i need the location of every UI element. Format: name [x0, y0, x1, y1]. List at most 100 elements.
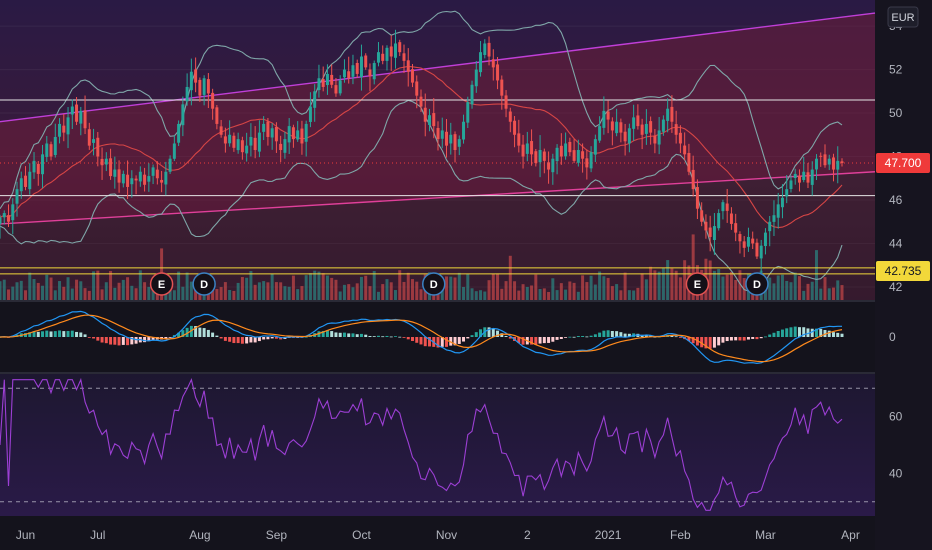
- candle-body: [649, 121, 653, 133]
- candle-body: [270, 128, 274, 138]
- volume-bar: [308, 273, 312, 300]
- volume-bar: [381, 284, 385, 300]
- volume-bar: [92, 271, 96, 300]
- volume-bar: [832, 287, 835, 300]
- volume-bar: [19, 280, 23, 300]
- volume-bar: [623, 272, 627, 300]
- macd-histogram-bar: [215, 335, 219, 337]
- candle-body: [287, 126, 291, 143]
- volume-bar: [189, 281, 193, 300]
- event-badge-d[interactable]: D: [192, 272, 216, 296]
- volume-bar: [585, 282, 589, 300]
- volume-bar: [32, 279, 36, 300]
- macd-histogram-bar: [551, 337, 555, 342]
- event-badge-e[interactable]: E: [149, 272, 174, 296]
- macd-histogram-bar: [53, 331, 57, 337]
- macd-histogram-bar: [530, 337, 534, 345]
- macd-histogram-bar: [36, 331, 40, 337]
- macd-histogram-bar: [547, 337, 551, 343]
- candle-body: [24, 175, 28, 187]
- macd-histogram-bar: [763, 336, 767, 338]
- time-tick-label: Oct: [352, 528, 371, 542]
- candle-body: [538, 150, 542, 163]
- channel-upper-line: [0, 12, 876, 123]
- candle-body: [674, 124, 678, 135]
- volume-bar: [776, 275, 780, 300]
- volume-bar: [113, 287, 117, 300]
- macd-histogram-bar: [827, 330, 831, 337]
- rsi-panel-bg: [0, 374, 875, 516]
- currency-badge[interactable]: EUR: [887, 6, 919, 28]
- macd-histogram-bar: [347, 333, 351, 337]
- macd-histogram-bar: [181, 330, 185, 337]
- time-tick-label: Sep: [266, 528, 288, 542]
- macd-histogram-bar: [381, 336, 385, 338]
- event-badge-label: D: [200, 279, 208, 291]
- volume-bar: [708, 260, 712, 300]
- macd-histogram-bar: [453, 337, 457, 346]
- candle-body: [610, 121, 614, 131]
- macd-histogram-bar: [602, 330, 606, 337]
- candle-body: [143, 174, 147, 185]
- volume-bar: [678, 277, 682, 300]
- candle-body: [245, 145, 249, 154]
- volume-bar: [619, 290, 623, 300]
- candle-body: [559, 145, 563, 157]
- volume-bar: [466, 273, 470, 300]
- volume-bar: [266, 282, 270, 300]
- macd-histogram-bar: [372, 336, 376, 337]
- candle-body: [62, 125, 66, 133]
- volume-bar: [789, 282, 793, 300]
- volume-bar: [245, 277, 249, 300]
- channel-fill: [0, 13, 875, 224]
- macd-histogram-bar: [236, 337, 240, 344]
- event-badge-d[interactable]: D: [745, 272, 769, 296]
- candle-body: [236, 139, 240, 151]
- macd-histogram-bar: [615, 331, 619, 337]
- macd-histogram-bar: [121, 337, 125, 345]
- volume-bar: [780, 274, 784, 300]
- volume-bar: [283, 286, 287, 300]
- macd-histogram-bar: [330, 331, 334, 337]
- macd-histogram-bar: [755, 337, 759, 340]
- macd-histogram-bar: [670, 335, 674, 337]
- candle-body: [802, 171, 806, 180]
- candle-body: [138, 171, 142, 182]
- volume-bar: [479, 290, 483, 300]
- macd-histogram-bar: [79, 332, 83, 337]
- candle-body: [211, 92, 215, 109]
- candle-body: [147, 176, 151, 182]
- volume-bar: [487, 280, 491, 300]
- candle-body: [793, 173, 797, 178]
- volume-bar: [300, 286, 304, 300]
- macd-histogram-bar: [674, 336, 678, 338]
- volume-bar: [41, 285, 45, 300]
- macd-histogram-bar: [177, 332, 181, 337]
- candle-body: [521, 144, 525, 157]
- candle-body: [746, 236, 750, 247]
- macd-histogram-bar: [113, 337, 117, 345]
- volume-bar: [28, 272, 32, 300]
- macd-histogram-bar: [708, 337, 712, 349]
- volume-bar: [793, 272, 797, 300]
- candle-body: [151, 167, 155, 176]
- volume-bar: [194, 286, 198, 300]
- macd-histogram-bar: [700, 337, 704, 348]
- macd-histogram-bar: [479, 329, 483, 337]
- currency-label: EUR: [891, 12, 914, 24]
- volume-bar: [445, 276, 449, 300]
- event-badge-d[interactable]: D: [422, 272, 446, 296]
- volume-bar: [538, 288, 542, 300]
- macd-histogram-bar: [202, 328, 206, 337]
- macd-histogram-bar: [317, 331, 321, 337]
- volume-bar: [15, 282, 19, 300]
- volume-bar: [87, 290, 91, 300]
- macd-histogram-bar: [223, 337, 227, 341]
- volume-bar: [415, 281, 419, 300]
- event-badge-e[interactable]: E: [685, 272, 710, 296]
- volume-bar: [636, 287, 640, 300]
- macd-histogram-bar: [411, 337, 414, 341]
- candle-body: [2, 213, 6, 218]
